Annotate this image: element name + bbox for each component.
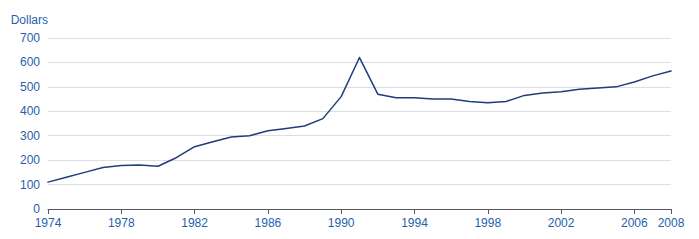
svg-text:1994: 1994 [401,216,428,230]
svg-text:Dollars: Dollars [11,13,48,27]
svg-text:100: 100 [20,178,40,192]
svg-text:1986: 1986 [255,216,282,230]
svg-text:1998: 1998 [474,216,501,230]
svg-text:400: 400 [20,104,40,118]
svg-text:1974: 1974 [35,216,62,230]
svg-text:1990: 1990 [328,216,355,230]
svg-text:300: 300 [20,129,40,143]
svg-text:1982: 1982 [181,216,208,230]
svg-text:2006: 2006 [621,216,648,230]
svg-text:0: 0 [33,202,40,216]
svg-text:600: 600 [20,55,40,69]
svg-text:2008: 2008 [658,216,685,230]
svg-text:200: 200 [20,153,40,167]
svg-text:700: 700 [20,31,40,45]
svg-text:2002: 2002 [548,216,575,230]
svg-text:1978: 1978 [108,216,135,230]
svg-text:500: 500 [20,80,40,94]
